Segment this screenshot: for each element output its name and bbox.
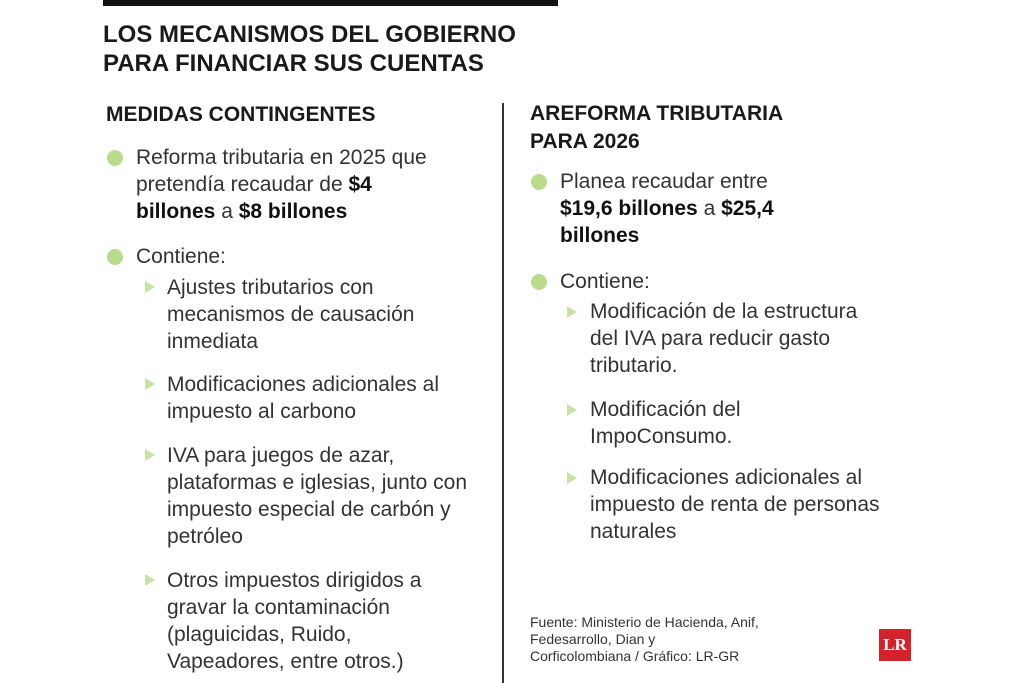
logo: LR	[879, 629, 911, 661]
bullet	[107, 150, 123, 166]
subitem: IVA para juegos de azar, plataformas e i…	[167, 444, 467, 548]
bullet	[531, 274, 547, 290]
subitem: Modificaciones adicionales al impuesto a…	[167, 373, 439, 423]
amount: $8 billones	[238, 200, 348, 223]
item-text: Contiene:	[136, 245, 226, 268]
bullet	[531, 174, 547, 190]
column-heading: MEDIDAS CONTINGENTES	[106, 103, 376, 126]
amount: $4 billones	[136, 173, 372, 223]
item-text: Contiene:	[560, 270, 650, 293]
subitem: Modificación del ImpoConsumo.	[590, 398, 741, 448]
arrow	[145, 281, 155, 293]
subitem: Modificación de la estructura del IVA pa…	[590, 300, 858, 377]
text: a	[215, 200, 239, 223]
source-note: Fuente: Ministerio de Hacienda, Anif, Fe…	[530, 614, 759, 664]
top-bar	[103, 0, 558, 6]
text: Planea recaudar entre	[560, 170, 768, 193]
arrow	[567, 404, 577, 416]
arrow	[145, 378, 155, 390]
subitem: Modificaciones adicionales al impuesto d…	[590, 466, 880, 543]
arrow	[145, 574, 155, 586]
subitem: Otros impuestos dirigidos a gravar la co…	[167, 569, 422, 673]
arrow	[567, 472, 577, 484]
item-text: Planea recaudar entre $19,6 billones a $…	[560, 168, 800, 249]
text: Reforma tributaria en 2025 que pretendía…	[136, 146, 427, 196]
arrow	[567, 306, 577, 318]
title: LOS MECANISMOS DEL GOBIERNO PARA FINANCI…	[103, 21, 516, 77]
item-text: Reforma tributaria en 2025 que pretendía…	[136, 144, 436, 225]
divider	[502, 103, 504, 683]
column-heading: AREFORMA TRIBUTARIA PARA 2026	[530, 102, 783, 153]
bullet	[107, 249, 123, 265]
amount: $25,4 billones	[560, 197, 774, 247]
arrow	[145, 449, 155, 461]
amount: $19,6 billones	[560, 197, 698, 220]
subitem: Ajustes tributarios con mecanismos de ca…	[167, 276, 415, 353]
text: a	[697, 197, 722, 220]
